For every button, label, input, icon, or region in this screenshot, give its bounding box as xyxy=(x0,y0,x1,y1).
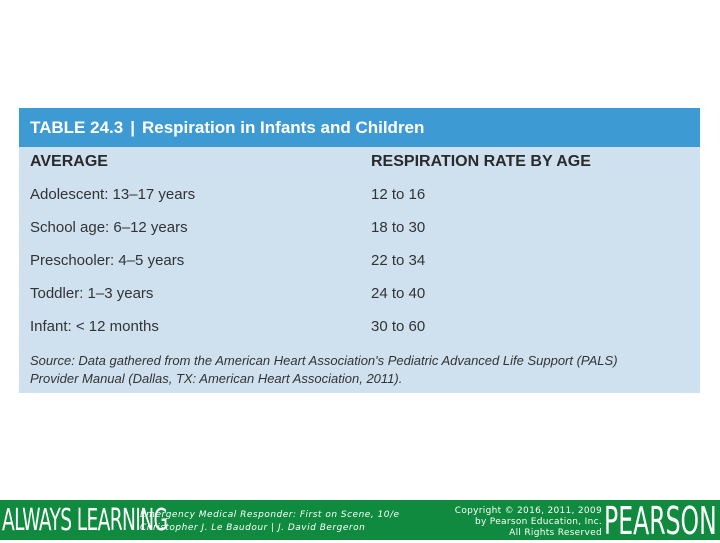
copyright-line: All Rights Reserved xyxy=(509,528,602,538)
rate-cell: 18 to 30 xyxy=(371,219,426,236)
always-learning-logo: ALWAYS LEARNING xyxy=(2,503,168,538)
table-number: TABLE 24.3 xyxy=(30,118,124,137)
rate-cell: 12 to 16 xyxy=(371,186,426,203)
title-separator: | xyxy=(130,118,135,137)
table-row: Preschooler: 4–5 years 22 to 34 xyxy=(30,252,700,285)
footer-bar: ALWAYS LEARNING Emergency Medical Respon… xyxy=(0,500,720,540)
age-cell: Infant: < 12 months xyxy=(30,318,159,335)
age-cell: School age: 6–12 years xyxy=(30,219,188,236)
source-line: Provider Manual (Dallas, TX: American He… xyxy=(30,371,403,386)
table-row: School age: 6–12 years 18 to 30 xyxy=(30,219,700,252)
column-header-rate: RESPIRATION RATE BY AGE xyxy=(371,153,591,170)
age-cell: Preschooler: 4–5 years xyxy=(30,252,185,269)
rate-cell: 24 to 40 xyxy=(371,285,426,302)
table-title: TABLE 24.3 | Respiration in Infants and Ch… xyxy=(19,108,700,147)
table-body: Adolescent: 13–17 years 12 to 16 School … xyxy=(30,186,700,351)
column-header-average: AVERAGE xyxy=(30,153,108,170)
book-title: Emergency Medical Responder: First on Sc… xyxy=(140,510,400,520)
rate-cell: 22 to 34 xyxy=(371,252,426,269)
age-cell: Toddler: 1–3 years xyxy=(30,285,154,302)
book-authors: Christopher J. Le Baudour | J. David Ber… xyxy=(140,523,366,533)
respiration-table: TABLE 24.3 | Respiration in Infants and Ch… xyxy=(19,108,700,393)
book-info: Emergency Medical Responder: First on Sc… xyxy=(140,509,400,535)
table-row: Adolescent: 13–17 years 12 to 16 xyxy=(30,186,700,219)
table-row: Infant: < 12 months 30 to 60 xyxy=(30,318,700,351)
rate-cell: 30 to 60 xyxy=(371,318,426,335)
source-line: Source: Data gathered from the American … xyxy=(30,353,618,368)
copyright-notice: Copyright © 2016, 2011, 2009 by Pearson … xyxy=(432,506,602,539)
table-source-note: Source: Data gathered from the American … xyxy=(30,352,690,388)
table-title-text: Respiration in Infants and Children xyxy=(141,118,425,137)
column-headers: AVERAGE RESPIRATION RATE BY AGE xyxy=(30,153,700,175)
age-cell: Adolescent: 13–17 years xyxy=(30,186,196,203)
copyright-line: Copyright © 2016, 2011, 2009 xyxy=(454,506,602,516)
copyright-line: by Pearson Education, Inc. xyxy=(474,517,602,527)
pearson-logo: PEARSON xyxy=(604,499,717,543)
table-row: Toddler: 1–3 years 24 to 40 xyxy=(30,285,700,318)
